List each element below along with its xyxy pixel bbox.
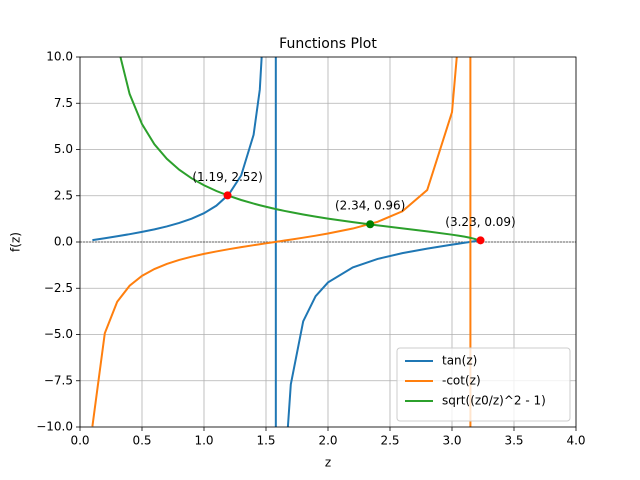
point-marker <box>476 236 485 245</box>
x-axis-label: z <box>325 456 331 470</box>
y-tick-label: −7.5 <box>44 373 73 387</box>
plot-area <box>91 57 478 427</box>
x-tick-label: 3.5 <box>504 434 523 448</box>
legend-label: tan(z) <box>442 354 477 368</box>
legend-label: -cot(z) <box>442 374 481 388</box>
legend-box <box>396 347 571 422</box>
x-tick-label: 0.0 <box>70 434 89 448</box>
chart-title: Functions Plot <box>279 36 377 52</box>
y-tick-label: 2.5 <box>54 188 73 202</box>
y-tick-label: 0.0 <box>54 235 73 249</box>
x-tick-label: 1.0 <box>194 434 213 448</box>
point-marker <box>366 220 375 229</box>
y-tick-label: −5.0 <box>44 327 73 341</box>
axes-frame <box>79 56 577 428</box>
x-tick-label: 2.5 <box>380 434 399 448</box>
y-tick-label: 7.5 <box>54 96 73 110</box>
y-tick-label: −2.5 <box>44 281 73 295</box>
x-tick-label: 2.0 <box>318 434 337 448</box>
y-tick-label: 5.0 <box>54 142 73 156</box>
line-series <box>119 57 478 241</box>
line-series <box>91 57 472 427</box>
x-tick-label: 1.5 <box>256 434 275 448</box>
point-marker <box>223 191 232 200</box>
y-axis-label: f(z) <box>9 232 23 252</box>
point-annotation: (3.23, 0.09) <box>445 215 515 229</box>
x-tick-label: 3.0 <box>442 434 461 448</box>
line-series <box>92 57 477 427</box>
point-annotation: (1.19, 2.52) <box>192 170 262 184</box>
x-tick-label: 0.5 <box>132 434 151 448</box>
x-tick-label: 4.0 <box>566 434 585 448</box>
y-tick-label: 10.0 <box>46 50 73 64</box>
point-annotation: (2.34, 0.96) <box>335 199 405 213</box>
legend-label: sqrt((z0/z)^2 - 1) <box>442 394 546 408</box>
y-tick-label: −10.0 <box>36 420 73 434</box>
